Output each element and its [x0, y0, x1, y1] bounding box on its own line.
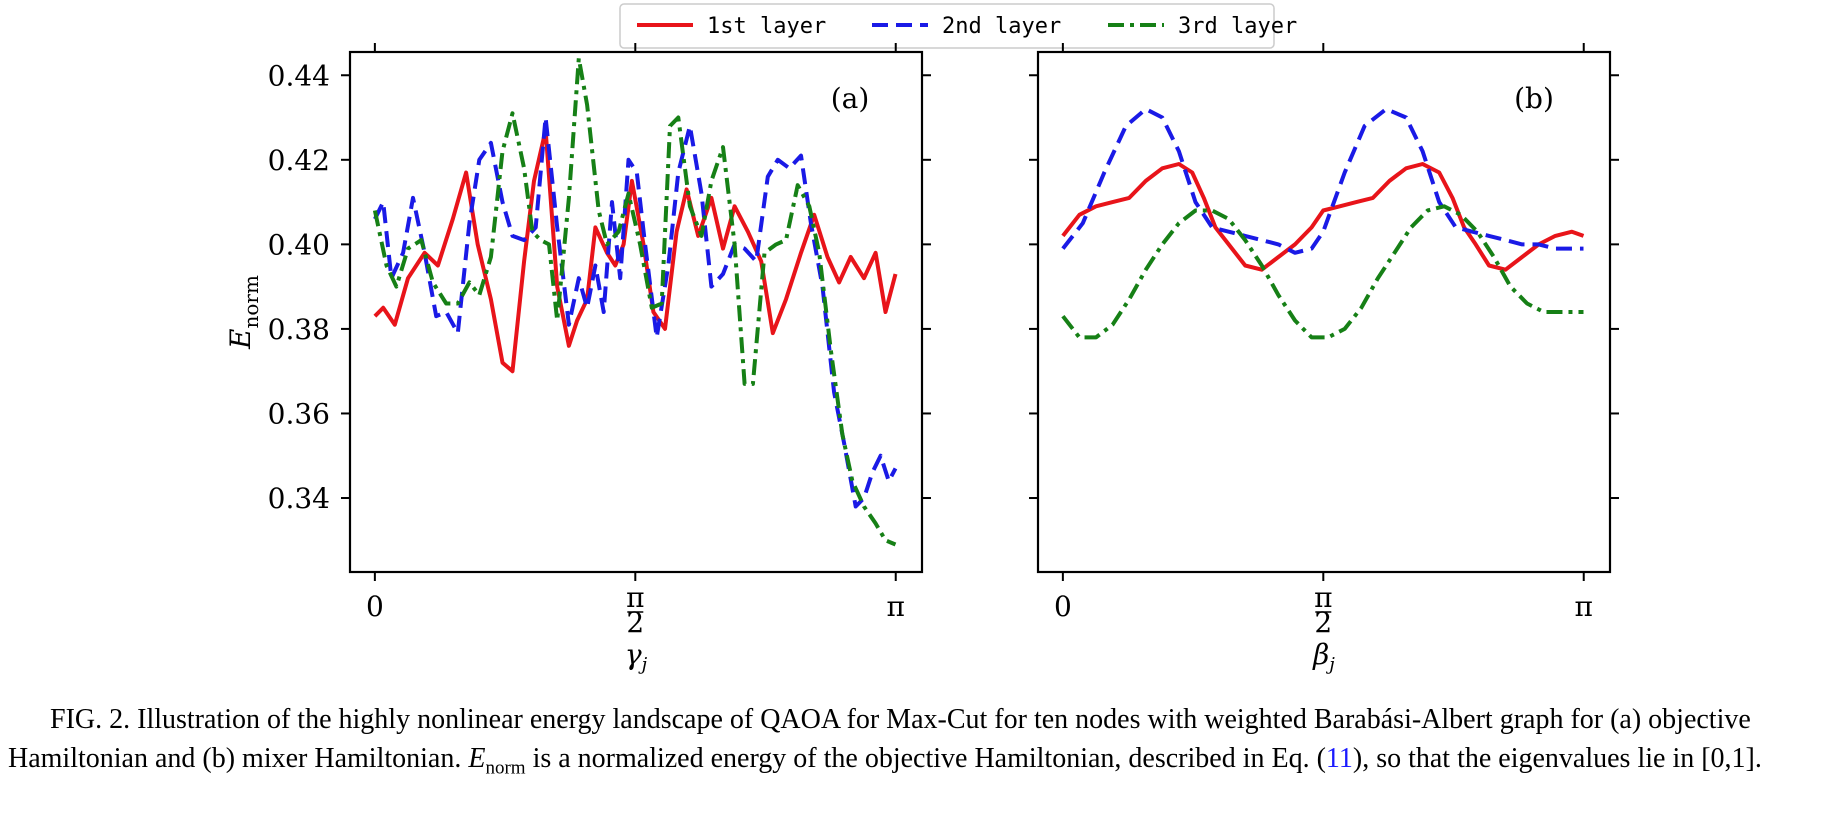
y-tick-label-0: 0.34	[268, 482, 330, 515]
series-line-b-3	[1061, 204, 1584, 340]
series-line-b-2	[1061, 107, 1584, 255]
caption-e: E	[468, 743, 486, 774]
x-axis-label-a: γj	[625, 638, 648, 675]
svg-text:2: 2	[1314, 606, 1332, 639]
x-tick-label-a-2: π	[887, 590, 905, 623]
equation-reference-link[interactable]: 11	[1325, 743, 1353, 774]
y-tick-label-5: 0.44	[268, 59, 330, 92]
x-tick-label-a-1: π2	[626, 581, 644, 639]
caption-part-3: ), so that the eigenvalues lie in [0,1].	[1352, 743, 1762, 774]
figure: 1st layer 2nd layer 3rd layer 0 π2 π0.340.36…	[224, 3, 1619, 675]
x-tick-label-b-0: 0	[1054, 590, 1072, 623]
x-tick-label-a-0: 0	[366, 590, 384, 623]
y-tick-label-4: 0.42	[268, 144, 330, 177]
series-line-a-2	[373, 115, 898, 509]
x-tick-label-b-2: π	[1575, 590, 1593, 623]
caption-e-sub: norm	[485, 757, 526, 779]
legend-item-3: 3rd layer	[1108, 14, 1297, 39]
legend-label-3: 3rd layer	[1178, 14, 1297, 39]
figure-caption: FIG. 2. Illustration of the highly nonli…	[8, 700, 1836, 788]
legend: 1st layer 2nd layer 3rd layer	[619, 3, 1297, 49]
legend-label-2: 2nd layer	[942, 14, 1061, 39]
panel-b: 0 π2 π (b) βj	[1029, 43, 1619, 675]
series-line-a-3	[372, 56, 897, 547]
series-line-b-1	[1061, 162, 1585, 272]
panel-a: 0 π2 π0.340.360.380.400.420.44 (a) γj Enor…	[224, 43, 931, 675]
legend-frame	[619, 3, 1275, 49]
y-tick-label-3: 0.40	[268, 228, 330, 261]
svg-text:π: π	[626, 581, 644, 614]
svg-text:π: π	[1314, 581, 1332, 614]
legend-label-1: 1st layer	[707, 14, 826, 39]
legend-item-2: 2nd layer	[872, 14, 1061, 39]
caption-part-1: FIG. 2. Illustration of the highly nonli…	[8, 704, 1751, 774]
y-tick-label-1: 0.36	[268, 397, 330, 430]
caption-part-2: is a normalized energy of the objective …	[525, 743, 1326, 774]
y-axis-label: Enorm	[224, 275, 263, 350]
x-axis-label-b: βj	[1312, 638, 1335, 675]
svg-text:2: 2	[626, 606, 644, 639]
y-tick-label-2: 0.38	[268, 313, 330, 346]
panel-a-label: (a)	[831, 82, 870, 115]
panel-b-label: (b)	[1514, 82, 1554, 115]
legend-item-1: 1st layer	[637, 14, 826, 39]
x-tick-label-b-1: π2	[1314, 581, 1332, 639]
